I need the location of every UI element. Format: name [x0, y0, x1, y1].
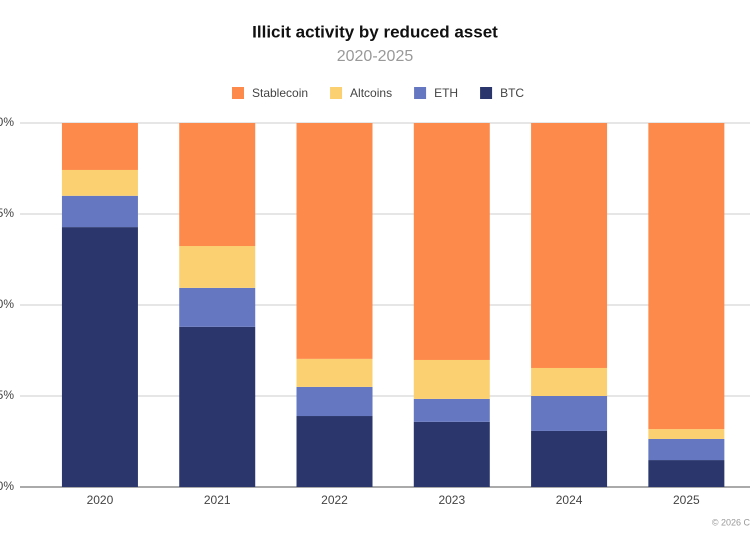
bar-segment	[648, 123, 725, 430]
legend-swatch	[232, 87, 244, 99]
bar-segment	[648, 438, 725, 461]
bar-segment	[61, 123, 138, 170]
bar-segment	[296, 386, 373, 417]
bar-segment	[179, 123, 256, 247]
bar-segment	[413, 398, 490, 422]
bar-segment	[61, 227, 138, 487]
bar-segment	[296, 123, 373, 359]
bar-segment	[61, 195, 138, 228]
x-tick-label: 2020	[87, 493, 114, 507]
bar-segment	[179, 287, 256, 327]
bar-segment	[648, 429, 725, 439]
x-tick-label: 2021	[204, 493, 231, 507]
legend-swatch	[480, 87, 493, 99]
bar-segment	[531, 430, 608, 487]
bar-segment	[413, 421, 490, 487]
bar-segment	[531, 123, 608, 368]
legend-label: Stablecoin	[252, 86, 308, 100]
footer: © 2026 C	[712, 517, 750, 527]
bar-segment	[179, 326, 256, 487]
chart-subtitle: 2020-2025	[337, 48, 414, 65]
y-tick-label: 0%	[0, 479, 14, 493]
x-tick-label: 2023	[438, 493, 465, 507]
bar-segment	[296, 358, 373, 387]
y-tick-label: 25%	[0, 388, 14, 402]
bar-segment	[179, 246, 256, 288]
bar-segment	[531, 367, 608, 396]
y-tick-label: 50%	[0, 297, 14, 311]
bar-segment	[61, 169, 138, 196]
bar-segment	[413, 359, 490, 399]
legend-label: BTC	[500, 86, 524, 100]
bar-segment	[648, 460, 725, 487]
x-tick-label: 2025	[673, 493, 700, 507]
y-tick-label: 75%	[0, 206, 14, 220]
x-tick-label: 2024	[556, 493, 583, 507]
legend-label: Altcoins	[350, 86, 392, 100]
x-tick-label: 2022	[321, 493, 348, 507]
chart-title: Illicit activity by reduced asset	[252, 22, 498, 41]
legend-label: ETH	[434, 86, 458, 100]
y-tick-label: 100%	[0, 115, 14, 129]
legend-swatch	[414, 87, 427, 99]
bar-segment	[296, 416, 373, 487]
bar-segment	[531, 396, 608, 431]
bar-segment	[413, 123, 490, 360]
legend-swatch	[330, 87, 343, 99]
